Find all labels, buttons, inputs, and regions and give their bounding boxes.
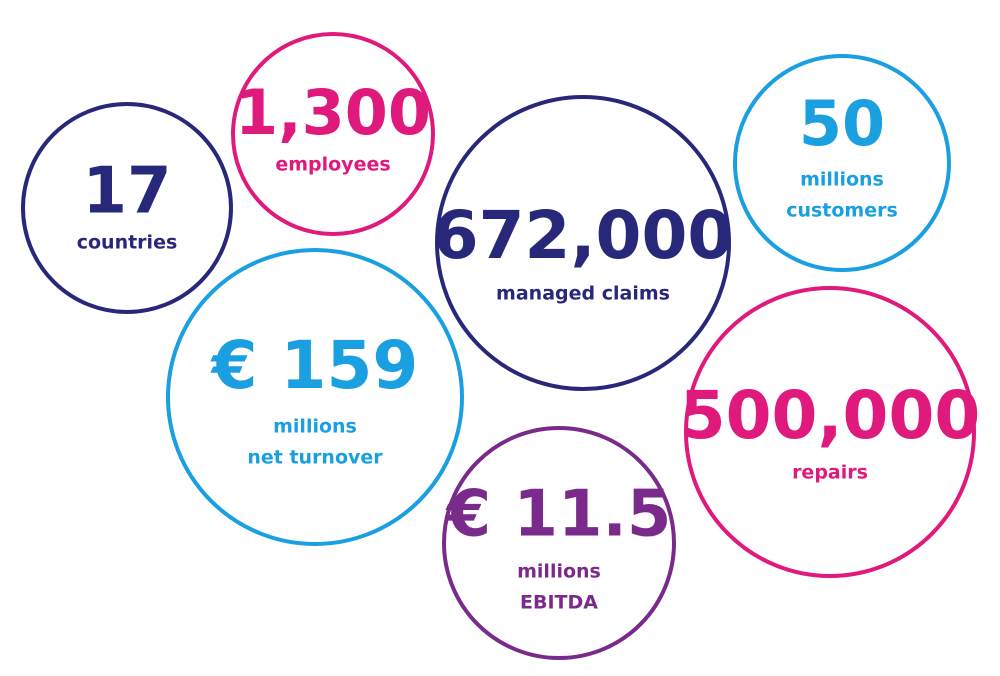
- stat-label: EBITDA: [520, 592, 598, 614]
- stat-value: 17: [82, 155, 171, 229]
- stat-value: 50: [799, 87, 885, 160]
- stat-bubble: 50 millions customers: [733, 54, 951, 272]
- stat-bubble: € 11.5 millions EBITDA: [442, 426, 676, 660]
- stat-label: employees: [275, 154, 390, 176]
- bubble-outline: [442, 426, 676, 660]
- stat-bubble: 17 countries: [21, 102, 233, 314]
- bubble-outline: [684, 286, 976, 578]
- stat-value: € 11.5: [445, 478, 672, 552]
- bubble-outline: [166, 248, 464, 546]
- stat-label: millions: [273, 416, 357, 438]
- stat-label: countries: [77, 232, 178, 254]
- stat-label: repairs: [792, 462, 868, 484]
- stat-label: managed claims: [496, 283, 670, 305]
- stat-label: millions: [517, 561, 601, 583]
- stat-label: net turnover: [247, 447, 383, 469]
- bubble-outline: [733, 54, 951, 272]
- stat-value: 500,000: [680, 377, 981, 454]
- stat-value: 1,300: [235, 76, 431, 149]
- stat-value: 672,000: [433, 197, 734, 274]
- stat-bubble: 1,300 employees: [231, 32, 435, 236]
- stat-label: millions: [800, 169, 884, 191]
- bubble-outline: [231, 32, 435, 236]
- bubble-outline: [21, 102, 233, 314]
- stat-bubble: € 159 millions net turnover: [166, 248, 464, 546]
- stat-bubble: 500,000 repairs: [680, 286, 981, 578]
- stat-label: customers: [786, 200, 898, 222]
- bubble-outline: [435, 95, 731, 391]
- stat-value: € 159: [210, 327, 419, 404]
- stat-bubble: 672,000 managed claims: [433, 95, 734, 391]
